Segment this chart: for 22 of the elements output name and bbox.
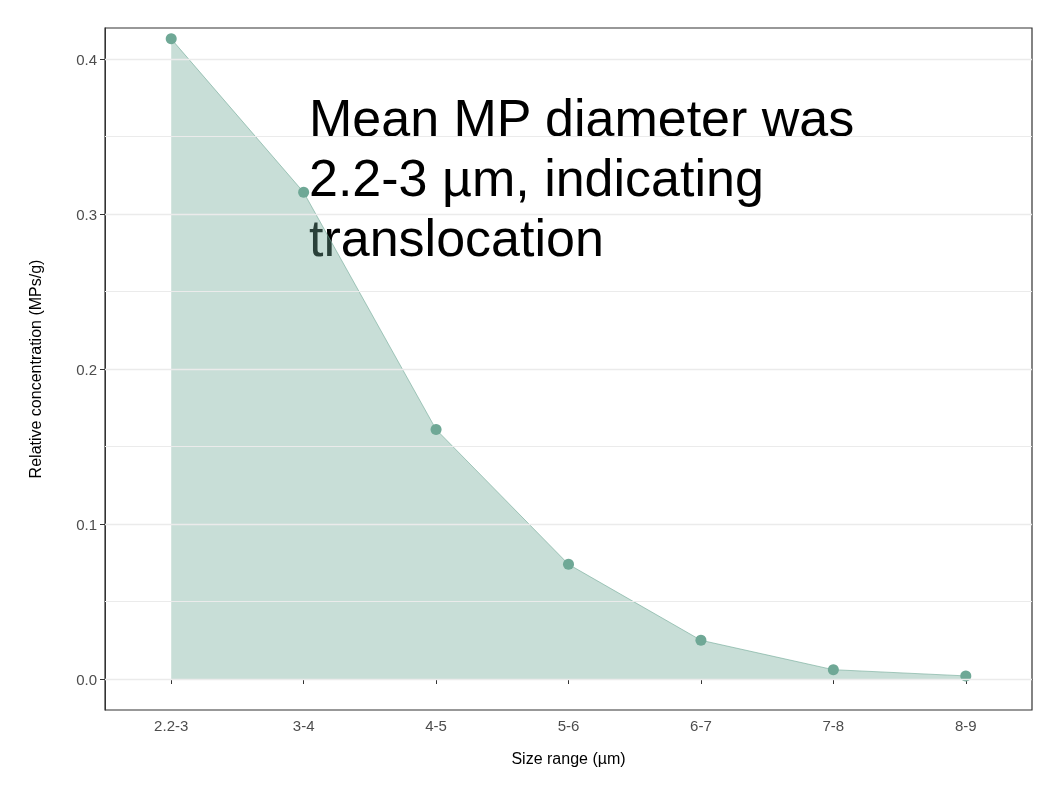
y-tick-label: 0.3 — [76, 205, 97, 223]
point — [298, 186, 310, 198]
point — [430, 423, 442, 435]
y-tick-label: 0.4 — [76, 50, 97, 68]
y-tick-label: 0.0 — [76, 670, 97, 688]
x-tick-label: 6-7 — [690, 717, 712, 734]
point — [960, 670, 972, 682]
point — [165, 33, 177, 45]
point — [827, 664, 839, 676]
x-tick-label: 4-5 — [425, 717, 447, 734]
point — [563, 558, 574, 570]
x-tick-label: 2.2-3 — [154, 717, 189, 734]
point — [695, 634, 707, 646]
x-tick-label: 3-4 — [292, 717, 315, 734]
y-tick-label: 0.2 — [76, 360, 97, 378]
x-axis-title: Size range (µm) — [511, 749, 626, 767]
x-tick-label: 7-8 — [822, 717, 845, 734]
annotation: Mean MP diameter was 2.2-3 µm, indicating translocation — [309, 89, 869, 267]
x-tick-label: 8-9 — [954, 717, 977, 734]
y-axis-title: Relative concentration (MPs/g) — [26, 259, 44, 479]
y-tick-label: 0.1 — [76, 515, 97, 533]
x-tick-label: 5-6 — [557, 717, 580, 734]
